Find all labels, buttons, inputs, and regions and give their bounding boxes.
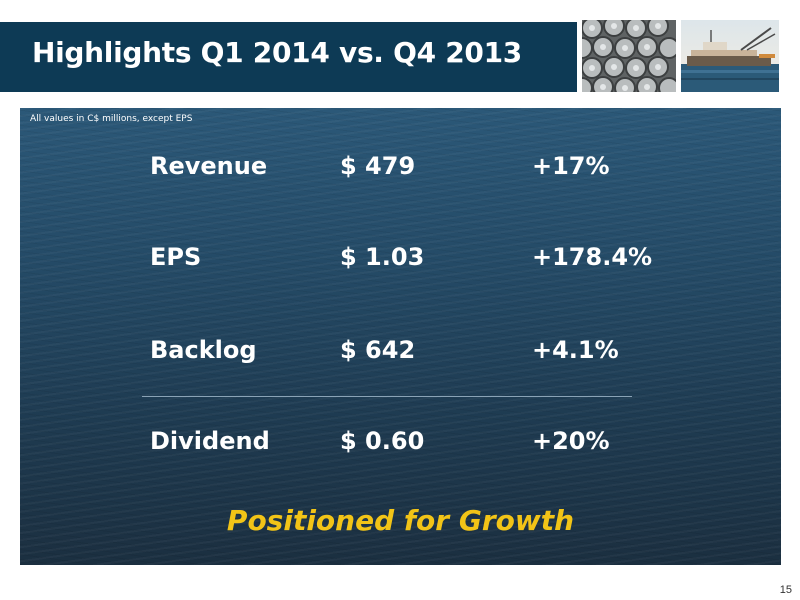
metric-change: +178.4%: [532, 243, 653, 271]
metric-label: Revenue: [150, 152, 268, 180]
metric-row-eps: EPS $ 1.03 +178.4%: [20, 243, 781, 283]
pipelay-vessel-photo: [681, 20, 779, 92]
metric-row-backlog: Backlog $ 642 +4.1%: [20, 336, 781, 376]
metric-value: $ 479: [340, 152, 416, 180]
metric-label: EPS: [150, 243, 202, 271]
divider-line: [142, 396, 632, 397]
metric-value: $ 642: [340, 336, 416, 364]
metric-value: $ 0.60: [340, 427, 425, 455]
metric-label: Backlog: [150, 336, 257, 364]
metric-label: Dividend: [150, 427, 270, 455]
slide-title: Highlights Q1 2014 vs. Q4 2013: [32, 36, 522, 69]
page-number: 15: [779, 584, 792, 596]
growth-tagline: Positioned for Growth: [226, 504, 575, 537]
metric-change: +17%: [532, 152, 610, 180]
units-footnote: All values in C$ millions, except EPS: [30, 114, 193, 124]
metric-row-dividend: Dividend $ 0.60 +20%: [20, 427, 781, 467]
water-background-panel: All values in C$ millions, except EPS Re…: [20, 108, 781, 565]
pipes-photo: [582, 20, 676, 92]
metric-row-revenue: Revenue $ 479 +17%: [20, 152, 781, 192]
metric-change: +20%: [532, 427, 610, 455]
metric-change: +4.1%: [532, 336, 619, 364]
metric-value: $ 1.03: [340, 243, 425, 271]
title-bar: Highlights Q1 2014 vs. Q4 2013: [0, 22, 577, 92]
